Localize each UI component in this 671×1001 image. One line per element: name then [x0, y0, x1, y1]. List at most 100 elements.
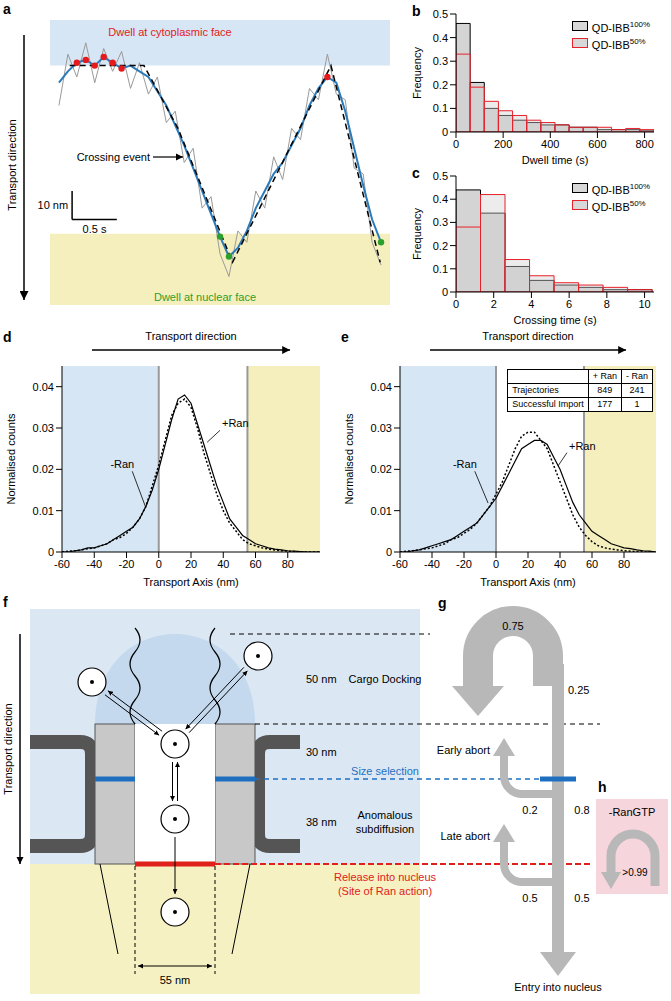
svg-text:0: 0 — [453, 298, 459, 310]
svg-text:20: 20 — [185, 558, 197, 570]
html-text:QD-IBB50%: QD-IBB50% — [591, 198, 646, 213]
svg-text:0.04: 0.04 — [371, 381, 392, 393]
html-text:QD-IBB100%: QD-IBB100% — [591, 20, 650, 34]
svg-text:55 nm: 55 nm — [160, 974, 191, 986]
svg-text:Transport direction: Transport direction — [6, 119, 18, 210]
svg-text:Dwell time (s): Dwell time (s) — [522, 154, 589, 166]
svg-text:0.01: 0.01 — [33, 505, 54, 517]
svg-text:40: 40 — [217, 558, 229, 570]
html-text:849: 849 — [597, 385, 613, 395]
svg-text:0.2: 0.2 — [433, 240, 448, 252]
svg-text:-20: -20 — [456, 558, 472, 570]
svg-text:Dwell at nuclear face: Dwell at nuclear face — [154, 291, 256, 303]
svg-text:0.5: 0.5 — [574, 892, 589, 904]
svg-text:6: 6 — [566, 298, 572, 310]
svg-text:0.2: 0.2 — [433, 79, 448, 91]
svg-text:40: 40 — [554, 558, 566, 570]
svg-text:Entry into nucleus: Entry into nucleus — [514, 981, 602, 993]
svg-text:2: 2 — [491, 298, 497, 310]
svg-text:-40: -40 — [424, 558, 440, 570]
svg-text:Dwell at cytoplasmic face: Dwell at cytoplasmic face — [108, 26, 232, 38]
svg-text:0.25: 0.25 — [568, 684, 589, 696]
svg-text:0: 0 — [156, 558, 162, 570]
html-text:QD-IBB50%: QD-IBB50% — [591, 36, 646, 51]
svg-text:-Ran: -Ran — [110, 458, 134, 470]
svg-text:-RanGTP: -RanGTP — [609, 806, 655, 818]
svg-text:38 nm: 38 nm — [306, 816, 337, 828]
svg-text:-60: -60 — [54, 558, 70, 570]
svg-text:10: 10 — [638, 298, 650, 310]
svg-text:80: 80 — [618, 558, 630, 570]
svg-text:0: 0 — [386, 546, 392, 558]
svg-text:10 nm: 10 nm — [38, 199, 69, 211]
svg-text:0.3: 0.3 — [433, 55, 448, 67]
svg-text:-40: -40 — [86, 558, 102, 570]
html-text:QD-IBB100%: QD-IBB100% — [591, 182, 650, 196]
svg-text:Cargo Docking: Cargo Docking — [349, 673, 422, 685]
svg-text:0.8: 0.8 — [574, 804, 589, 816]
svg-text:30 nm: 30 nm — [306, 746, 337, 758]
svg-text:g: g — [438, 595, 447, 611]
svg-text:0.03: 0.03 — [33, 422, 54, 434]
svg-text:0.02: 0.02 — [33, 463, 54, 475]
svg-text:>0.99: >0.99 — [622, 867, 648, 878]
svg-text:0.03: 0.03 — [371, 422, 392, 434]
svg-text:0: 0 — [493, 558, 499, 570]
svg-text:Size selection: Size selection — [351, 765, 419, 777]
svg-text:-Ran: -Ran — [453, 458, 477, 470]
svg-text:Transport direction: Transport direction — [482, 330, 573, 342]
svg-text:0: 0 — [442, 286, 448, 298]
svg-text:0.5: 0.5 — [522, 892, 537, 904]
svg-text:0: 0 — [48, 546, 54, 558]
svg-text:0: 0 — [453, 138, 459, 150]
svg-text:Frequency: Frequency — [411, 47, 423, 99]
svg-text:Release into nucleus(Site of R: Release into nucleus(Site of Ran action) — [334, 871, 437, 897]
svg-text:-60: -60 — [392, 558, 408, 570]
svg-text:h: h — [598, 779, 607, 795]
svg-text:60: 60 — [586, 558, 598, 570]
svg-text:60: 60 — [249, 558, 261, 570]
svg-text:0.5: 0.5 — [433, 8, 448, 20]
svg-text:0.01: 0.01 — [371, 505, 392, 517]
svg-text:4: 4 — [528, 298, 534, 310]
svg-text:Frequency: Frequency — [411, 208, 423, 260]
html-text:- Ran: - Ran — [626, 371, 648, 381]
svg-text:Normalised counts: Normalised counts — [343, 413, 355, 505]
svg-text:+Ran: +Ran — [222, 417, 249, 429]
svg-text:0.4: 0.4 — [433, 193, 448, 205]
svg-text:600: 600 — [588, 138, 606, 150]
svg-text:Transport direction: Transport direction — [145, 330, 236, 342]
svg-text:Normalised counts: Normalised counts — [5, 413, 17, 505]
svg-text:Transport Axis (nm): Transport Axis (nm) — [480, 576, 576, 588]
svg-text:0.3: 0.3 — [433, 216, 448, 228]
svg-text:400: 400 — [541, 138, 559, 150]
svg-text:Crossing event: Crossing event — [77, 151, 150, 163]
svg-text:20: 20 — [522, 558, 534, 570]
svg-text:0.1: 0.1 — [433, 102, 448, 114]
svg-text:800: 800 — [635, 138, 653, 150]
html-text:Trajectories: Trajectories — [512, 385, 559, 395]
svg-text:8: 8 — [604, 298, 610, 310]
svg-text:0.75: 0.75 — [502, 620, 523, 632]
svg-text:0.2: 0.2 — [522, 804, 537, 816]
svg-text:0.4: 0.4 — [433, 32, 448, 44]
svg-text:Anomaloussubdiffusion: Anomaloussubdiffusion — [356, 809, 415, 835]
svg-text:f: f — [3, 594, 8, 610]
svg-text:-20: -20 — [119, 558, 135, 570]
svg-text:0: 0 — [442, 126, 448, 138]
svg-text:0.5: 0.5 — [433, 170, 448, 182]
svg-text:Transport Axis (nm): Transport Axis (nm) — [143, 576, 239, 588]
svg-text:0.02: 0.02 — [371, 463, 392, 475]
svg-text:+Ran: +Ran — [569, 440, 596, 452]
svg-text:0.04: 0.04 — [33, 381, 54, 393]
svg-text:Transport direction: Transport direction — [2, 703, 14, 794]
html-text:+ Ran: + Ran — [592, 371, 617, 381]
svg-text:200: 200 — [494, 138, 512, 150]
svg-text:Early abort: Early abort — [437, 744, 490, 756]
svg-text:0.1: 0.1 — [433, 263, 448, 275]
svg-text:80: 80 — [282, 558, 294, 570]
svg-text:Late abort: Late abort — [440, 830, 490, 842]
svg-text:Crossing time (s): Crossing time (s) — [513, 314, 596, 326]
svg-text:50 nm: 50 nm — [306, 673, 337, 685]
svg-text:0.5 s: 0.5 s — [83, 223, 107, 235]
